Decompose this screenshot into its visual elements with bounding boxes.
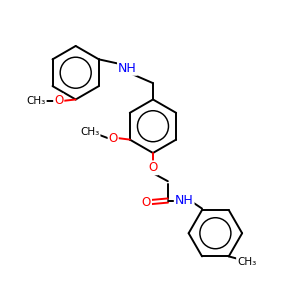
- Text: O: O: [109, 132, 118, 145]
- Text: CH₃: CH₃: [237, 257, 256, 267]
- Text: CH₃: CH₃: [80, 127, 100, 136]
- Text: CH₃: CH₃: [26, 96, 46, 106]
- Text: O: O: [148, 161, 158, 174]
- Text: O: O: [54, 94, 63, 107]
- Text: NH: NH: [118, 62, 137, 75]
- Text: NH: NH: [175, 194, 194, 207]
- Text: O: O: [142, 196, 151, 209]
